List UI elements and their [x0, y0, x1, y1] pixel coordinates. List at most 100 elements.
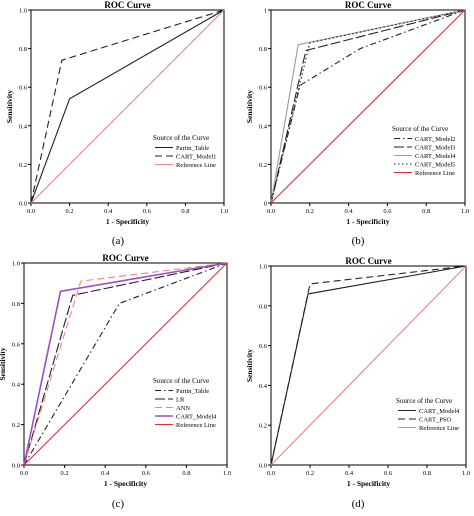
legend-title: Source of the Curve [392, 125, 448, 133]
x-axis-label: 1 - Specificity [104, 479, 148, 488]
roc-panel-4: ROC Curve 0.0 0.2 0.4 0.6 0.8 1.0 0.0 0.2 0.4 0.6 0… [245, 256, 470, 510]
x-tick-label: 0.2 [61, 470, 69, 477]
legend-entry: CART_Model5 [415, 162, 455, 169]
legend-entry: LR [176, 397, 185, 404]
chart-title: ROC Curve [104, 0, 150, 10]
x-tick-label: 0.6 [142, 470, 151, 477]
legend-entry: CART_PSO [419, 417, 451, 424]
legend-entry: Partin_Table [176, 388, 209, 395]
panel-label: (b) [352, 235, 365, 247]
roc-panel-2: ROC Curve 0.0 0.2 0.4 0.6 0.8 1.0 0 0.2 0.4 0.6 0.8… [245, 0, 469, 247]
series-line-reference-line [30, 9, 225, 204]
panel-label: (a) [112, 235, 125, 247]
legend-entry: Reference Line [419, 425, 459, 432]
series-line-cart-model2 [270, 9, 466, 204]
y-tick-label: 0.8 [19, 46, 27, 53]
plot-frame [30, 9, 225, 204]
y-tick-label: 1.0 [12, 261, 20, 268]
y-tick-label: 0.4 [259, 383, 268, 390]
series-line-cart-model4 [270, 9, 466, 204]
chart-title: ROC Curve [102, 253, 148, 263]
x-tick-label: 0.0 [267, 470, 275, 477]
y-tick-label: 0.0 [19, 201, 27, 208]
legend-entry: CART_Model1 [176, 154, 216, 161]
series-line-reference-line [270, 265, 467, 466]
y-axis-label: Sensitivity [245, 349, 254, 383]
legend-entry: Reference Line [176, 422, 216, 429]
x-tick-label: 0.6 [143, 208, 152, 215]
x-tick-label: 0.8 [182, 470, 190, 477]
y-tick-label: 0.4 [19, 123, 28, 130]
y-tick-label: 0.2 [19, 162, 27, 169]
legend-entry: CART_Model3 [415, 145, 455, 152]
series-line-cart-model3 [270, 9, 466, 204]
x-tick-label: 0.4 [345, 208, 354, 215]
x-tick-label: 1.0 [220, 208, 228, 215]
y-tick-label: 1.0 [19, 8, 27, 15]
x-tick-label: 0.4 [101, 470, 110, 477]
legend-entry: CART_Model4 [176, 414, 217, 421]
series-line-reference-line [23, 262, 228, 466]
x-tick-label: 0.0 [27, 208, 35, 215]
x-tick-label: 1.0 [462, 470, 470, 477]
y-tick-label: 1.0 [259, 264, 267, 271]
series-line-cart-model5 [270, 9, 466, 204]
series-line-cart-model4 [23, 262, 228, 466]
y-tick-label: 0.8 [12, 301, 20, 308]
y-tick-label: 1 [264, 8, 267, 15]
plot-frame [270, 9, 466, 204]
y-axis-label: Sensitivity [245, 90, 254, 124]
roc-panel-3: ROC Curve 0.0 0.2 0.4 0.6 0.8 1.0 0.0 0.2 0.4 0.6 0… [0, 253, 231, 510]
x-tick-label: 0.0 [20, 470, 28, 477]
x-tick-label: 0.8 [181, 208, 189, 215]
y-tick-label: 0.8 [259, 303, 267, 310]
x-tick-label: 1.0 [461, 208, 469, 215]
y-tick-label: 0.0 [259, 463, 267, 470]
legend-entry: Reference Line [176, 162, 216, 169]
y-tick-label: 0.0 [12, 463, 20, 470]
chart-title: ROC Curve [345, 0, 391, 10]
x-tick-label: 0.8 [422, 208, 430, 215]
y-tick-label: 0.8 [259, 46, 267, 53]
series-line-cart-pso [270, 265, 467, 466]
legend-entry: CART_Model2 [415, 136, 455, 143]
y-tick-label: 0.4 [12, 382, 21, 389]
series-line-reference-line [270, 9, 466, 204]
y-tick-label: 0.4 [259, 123, 268, 130]
x-axis-label: 1 - Specificity [106, 217, 150, 226]
y-tick-label: 0.6 [12, 341, 21, 348]
chart-title: ROC Curve [345, 256, 391, 266]
x-tick-label: 0.4 [345, 470, 354, 477]
plot-frame [270, 265, 467, 466]
series-line-cart-model1 [30, 9, 225, 204]
x-axis-label: 1 - Specificity [346, 217, 390, 226]
legend-entry: ANN [176, 405, 190, 412]
x-tick-label: 0.2 [306, 470, 314, 477]
x-tick-label: 1.0 [223, 470, 231, 477]
panel-label: (c) [112, 498, 125, 510]
y-tick-label: 0.6 [259, 85, 268, 92]
legend-entry: CART_Model4 [419, 408, 460, 415]
legend-entry: Reference Line [415, 170, 455, 177]
legend-entry: CART_Model4 [415, 153, 456, 160]
y-tick-label: 0.6 [259, 343, 268, 350]
legend-title: Source of the Curve [153, 377, 209, 385]
y-tick-label: 0.2 [12, 422, 20, 429]
legend-title: Source of the Curve [153, 134, 209, 142]
y-axis-label: Sensitivity [5, 90, 14, 124]
plot-frame [23, 262, 228, 466]
y-axis-label: Sensitivity [0, 347, 7, 381]
x-tick-label: 0.6 [383, 208, 392, 215]
x-axis-label: 1 - Specificity [347, 479, 391, 488]
y-tick-label: 0.2 [259, 162, 267, 169]
legend-entry: Partin_Table [176, 145, 209, 152]
x-tick-label: 0.2 [66, 208, 74, 215]
y-tick-label: 0.6 [19, 85, 28, 92]
series-line-lr [23, 262, 228, 466]
x-tick-label: 0.6 [384, 470, 393, 477]
panel-label: (d) [352, 498, 365, 510]
legend-title: Source of the Curve [396, 397, 452, 405]
y-tick-label: 0 [264, 201, 267, 208]
x-tick-label: 0.2 [306, 208, 314, 215]
